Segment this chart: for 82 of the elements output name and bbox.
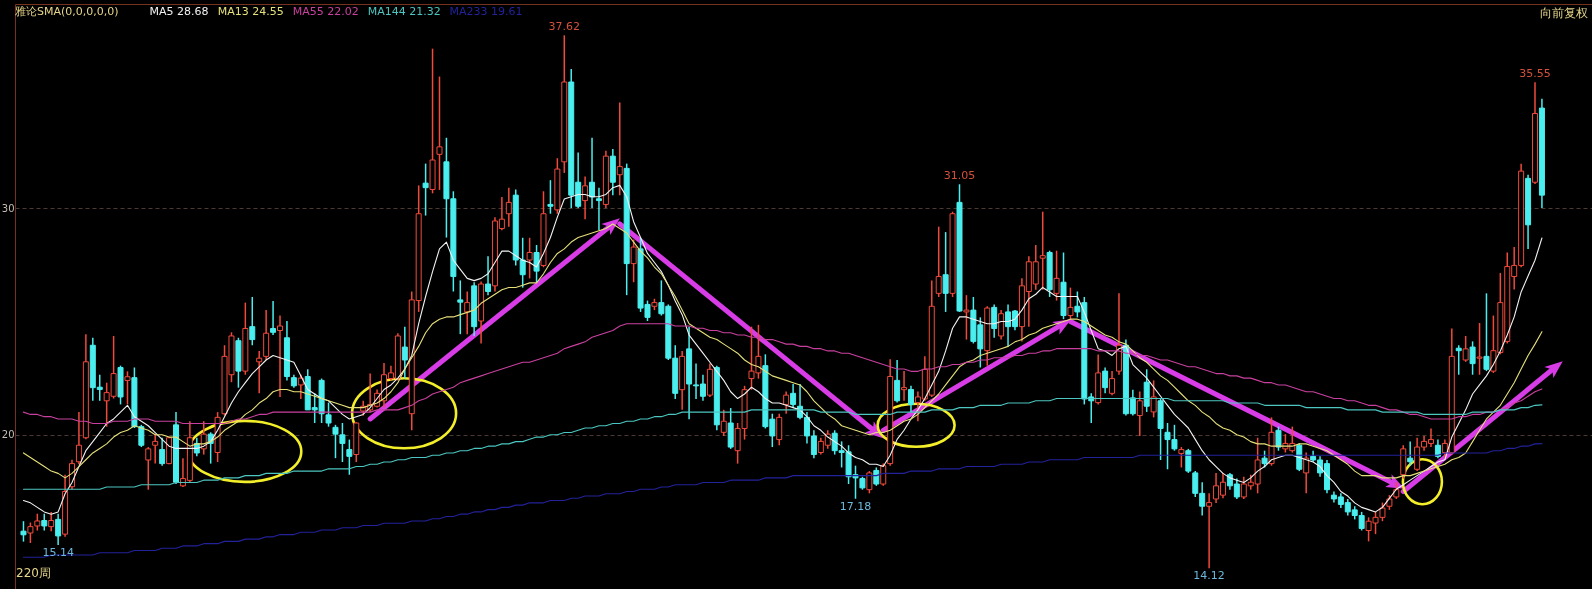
annotation: 220周 xyxy=(16,566,51,580)
candlestick xyxy=(866,470,873,495)
text: 35.55 xyxy=(1519,67,1551,81)
candlestick xyxy=(1136,390,1143,437)
candlestick xyxy=(547,179,554,215)
candlestick xyxy=(297,373,304,400)
candlestick xyxy=(1150,379,1157,419)
candlestick xyxy=(1185,448,1192,474)
text: 15.14 xyxy=(42,546,74,560)
candlestick xyxy=(991,303,998,339)
text: MA13 24.55 xyxy=(217,5,284,18)
candlestick xyxy=(263,309,270,361)
candlestick xyxy=(124,370,131,406)
candlestick xyxy=(457,279,464,335)
candlestick xyxy=(159,437,166,467)
line-series xyxy=(22,397,1543,490)
candlestick xyxy=(48,511,55,532)
candlestick xyxy=(907,385,914,413)
candlestick xyxy=(720,409,727,437)
text: 17.18 xyxy=(839,499,872,513)
candlestick xyxy=(1178,446,1185,469)
text: 14.12 xyxy=(1193,569,1225,583)
candlestick xyxy=(526,237,533,280)
candlestick xyxy=(145,446,152,491)
candlestick xyxy=(894,359,901,404)
candlestick xyxy=(533,244,540,283)
text: MA233 19.61 xyxy=(449,5,523,18)
candlestick xyxy=(505,186,512,228)
candlestick xyxy=(783,390,790,415)
candlestick xyxy=(436,75,443,191)
candlestick xyxy=(20,520,27,543)
candlestick xyxy=(942,231,949,313)
text: MA144 21.32 xyxy=(367,5,441,18)
text: MA5 28.68 xyxy=(149,5,209,18)
legend-title: 雅论SMA(0,0,0,0,0) xyxy=(15,5,119,18)
candlestick xyxy=(1476,322,1483,376)
candlestick xyxy=(249,296,256,346)
candlestick xyxy=(901,370,908,402)
candlestick xyxy=(963,294,970,341)
candlestick xyxy=(776,412,783,446)
candlestick xyxy=(595,186,602,232)
candlestick xyxy=(1275,425,1282,452)
candlestick xyxy=(1462,335,1469,363)
candlestick xyxy=(616,101,623,196)
candlestick xyxy=(75,411,82,466)
line-series xyxy=(22,323,1543,425)
candlestick xyxy=(485,255,492,296)
y-tick-label: 30 xyxy=(1,202,15,214)
text: 37.62 xyxy=(548,20,581,34)
candlestick xyxy=(277,314,284,398)
candlestick xyxy=(1434,438,1441,459)
candlestick xyxy=(1206,492,1213,569)
candlestick xyxy=(325,401,332,428)
candlestick xyxy=(1483,292,1490,372)
text: MA55 22.02 xyxy=(292,5,359,18)
candlestick xyxy=(401,325,408,380)
candlestick xyxy=(880,462,887,487)
candlestick xyxy=(630,238,637,283)
candlestick xyxy=(1053,249,1060,302)
candlestick xyxy=(1303,451,1310,495)
candlestick xyxy=(998,309,1005,341)
candlestick xyxy=(55,512,62,546)
candlestick xyxy=(1102,366,1109,395)
candlestick xyxy=(1455,344,1462,376)
candlestick xyxy=(790,383,797,409)
candlestick xyxy=(1039,210,1046,291)
candlestick xyxy=(1469,340,1476,376)
candlestick xyxy=(346,438,353,476)
candlestick xyxy=(270,300,277,336)
candlestick xyxy=(1109,370,1116,396)
y-tick-label: 20 xyxy=(1,429,15,441)
candlestick xyxy=(1067,286,1074,320)
candlestick xyxy=(935,225,942,298)
candlestick xyxy=(138,424,145,448)
annotation: 向前复权 xyxy=(1540,6,1588,20)
line-series xyxy=(22,443,1543,558)
candlestick xyxy=(422,162,429,217)
candlestick xyxy=(589,137,596,209)
candlestick xyxy=(152,433,159,465)
candlestick xyxy=(582,175,589,220)
candlestick xyxy=(464,290,471,335)
text: 31.05 xyxy=(943,169,976,183)
